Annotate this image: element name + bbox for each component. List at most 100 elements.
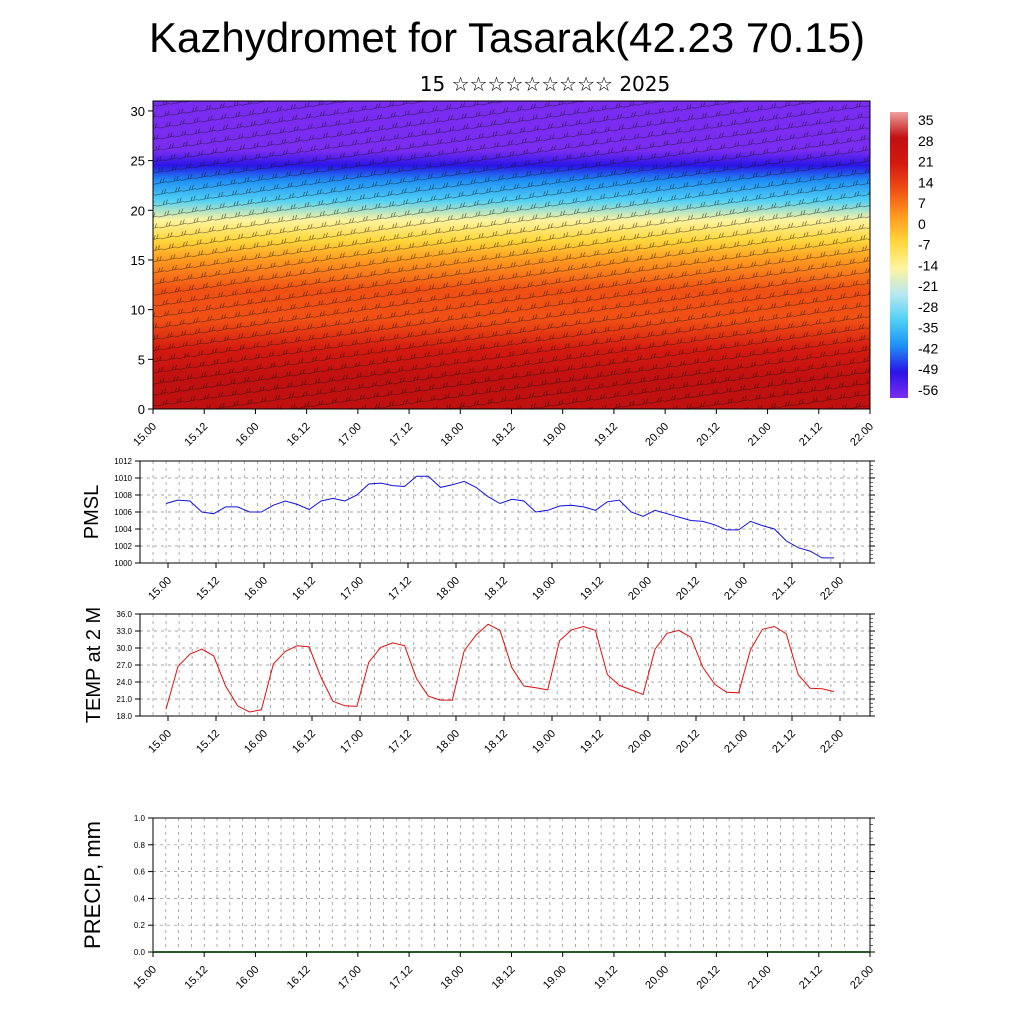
heatmap-x-tick-label: 22.00	[848, 421, 876, 449]
pmsl-y-tick-label: 1002	[114, 542, 132, 551]
colorbar-label: 7	[918, 195, 926, 211]
temp-panel: 18.0 21.0 24.0 27.0 30.0 33.0 36.0 TEMP at 2 M 1…	[83, 607, 875, 756]
colorbar: 35 28 21 14 7 0 -7 -14 -21 -28 -35 -42 -49 -56	[890, 112, 938, 398]
heatmap-x-tick-label: 20.12	[695, 421, 723, 449]
y-tick-label: 25	[131, 154, 145, 169]
pmsl-frame	[139, 460, 871, 564]
temp-x-tick-label: 17.00	[338, 728, 366, 756]
temp-series-line	[165, 623, 835, 713]
precip-x-tick-label: 18.00	[438, 964, 466, 992]
page-subtitle: 15 ☆☆☆☆☆☆☆☆☆ 2025	[419, 72, 671, 96]
temp-x-tick-label: 18.00	[434, 728, 462, 756]
y-tick-label: 15	[131, 253, 145, 268]
heatmap-x-tick-label: 15.00	[131, 421, 159, 449]
temp-y-tick-label: 18.0	[116, 712, 132, 721]
colorbar-label: -56	[918, 382, 938, 398]
pmsl-x-tick-label: 17.12	[386, 575, 414, 603]
precip-x-tick-label: 19.12	[592, 964, 620, 992]
y-tick-label: 30	[131, 104, 145, 119]
heatmap-x-tick-label: 17.12	[387, 421, 415, 449]
precip-y-tick-label: 0.4	[134, 894, 146, 903]
colorbar-label: -35	[918, 320, 938, 336]
pmsl-y-tick-label: 1006	[114, 508, 132, 517]
temp-x-tick-label: 15.00	[146, 728, 174, 756]
temp-x-tick-label: 20.00	[626, 728, 654, 756]
precip-x-tick-label: 20.12	[695, 964, 723, 992]
temp-y-tick-label: 27.0	[116, 661, 132, 670]
y-tick-label: 5	[138, 352, 145, 367]
pmsl-x-tick-label: 16.00	[242, 575, 270, 603]
pmsl-x-tick-label: 22.00	[818, 575, 846, 603]
precip-x-tick-label: 17.00	[336, 964, 364, 992]
heatmap-x-tick-label: 21.00	[746, 421, 774, 449]
temp-y-tick-label: 21.0	[116, 695, 132, 704]
heatmap-x-tick-label: 18.12	[490, 421, 518, 449]
colorbar-label: 0	[918, 216, 926, 232]
colorbar-label: -7	[918, 237, 931, 253]
precip-x-tick-label: 21.00	[746, 964, 774, 992]
pmsl-x-tick-label: 20.00	[626, 575, 654, 603]
temp-y-tick-label: 30.0	[116, 644, 132, 653]
precip-y-tick-label: 0.6	[134, 868, 146, 877]
pmsl-y-tick-label: 1004	[114, 525, 132, 534]
pmsl-x-tick-label: 17.00	[338, 575, 366, 603]
colorbar-label: 21	[918, 154, 934, 170]
heatmap-x-tick-label: 21.12	[797, 421, 825, 449]
colorbar-label: -42	[918, 340, 938, 356]
y-tick-label: 10	[131, 303, 145, 318]
pmsl-x-tick-label: 19.00	[530, 575, 558, 603]
colorbar-label: -49	[918, 361, 938, 377]
pmsl-ylabel: PMSL	[81, 485, 103, 539]
temp-x-tick-label: 20.12	[674, 728, 702, 756]
temp-x-tick-label: 22.00	[818, 728, 846, 756]
pmsl-panel: 1000 1002 1004 1006 1008 1010 1012 PMSL 15.00 15.…	[81, 457, 875, 603]
colorbar-label: 28	[918, 133, 934, 149]
y-tick-label: 0	[138, 402, 145, 417]
precip-y-tick-label: 0.2	[134, 921, 146, 930]
pmsl-x-tick-label: 20.12	[674, 575, 702, 603]
precip-x-tick-label: 15.12	[182, 964, 210, 992]
precip-x-tick-label: 18.12	[490, 964, 518, 992]
pmsl-y-tick-label: 1000	[114, 559, 132, 568]
wind-barbs	[153, 101, 870, 409]
temp-y-tick-label: 36.0	[116, 610, 132, 619]
pmsl-x-tick-label: 15.12	[194, 575, 222, 603]
precip-x-tick-label: 20.00	[643, 964, 671, 992]
cross-section-panel: 0 5 10 15 20 25 30 15.00 15.12 16.00 16.12 17.00 17.…	[131, 100, 876, 449]
page-title: Kazhydromet for Tasarak(42.23 70.15)	[149, 14, 865, 61]
pmsl-x-tick-label: 21.00	[722, 575, 750, 603]
precip-x-tick-label: 16.00	[234, 964, 262, 992]
precip-x-tick-label: 19.00	[541, 964, 569, 992]
temp-ylabel: TEMP at 2 M	[83, 607, 105, 723]
heatmap-x-tick-label: 16.00	[234, 421, 262, 449]
heatmap-x-tick-label: 15.12	[182, 421, 210, 449]
precip-y-tick-label: 0.0	[134, 948, 146, 957]
precip-y-tick-label: 1.0	[134, 814, 146, 823]
temp-x-tick-label: 17.12	[386, 728, 414, 756]
pmsl-x-tick-label: 18.00	[434, 575, 462, 603]
pmsl-x-tick-label: 19.12	[578, 575, 606, 603]
pmsl-y-tick-label: 1012	[114, 457, 132, 466]
temp-x-tick-label: 21.00	[722, 728, 750, 756]
colorbar-label: 35	[918, 112, 934, 128]
colorbar-label: -28	[918, 299, 938, 315]
pmsl-y-tick-label: 1008	[114, 491, 132, 500]
temp-y-tick-label: 33.0	[116, 627, 132, 636]
temp-x-tick-label: 19.00	[530, 728, 558, 756]
colorbar-label: 14	[918, 174, 934, 190]
precip-x-tick-label: 22.00	[848, 964, 876, 992]
precip-x-tick-label: 17.12	[387, 964, 415, 992]
pmsl-x-tick-label: 21.12	[770, 575, 798, 603]
colorbar-bar	[890, 112, 908, 398]
temp-y-tick-label: 24.0	[116, 678, 132, 687]
precip-y-tick-label: 0.8	[134, 841, 146, 850]
y-tick-label: 20	[131, 203, 145, 218]
temp-x-tick-label: 16.00	[242, 728, 270, 756]
pmsl-x-tick-label: 18.12	[482, 575, 510, 603]
heatmap-x-tick-label: 19.12	[592, 421, 620, 449]
precip-x-tick-label: 16.12	[285, 964, 313, 992]
precip-ylabel: PRECIP, mm	[80, 821, 105, 949]
heatmap-x-tick-label: 16.12	[285, 421, 313, 449]
heatmap-x-tick-label: 18.00	[438, 421, 466, 449]
